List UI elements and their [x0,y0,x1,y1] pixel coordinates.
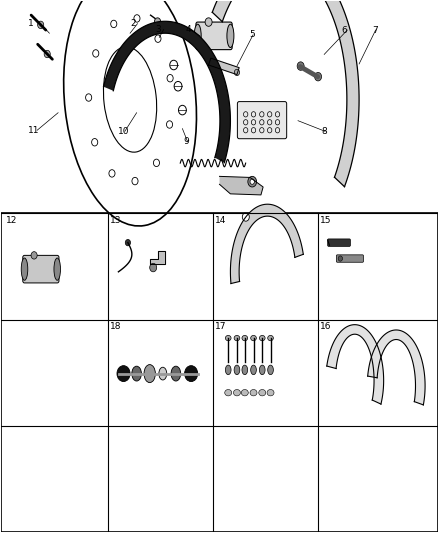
Circle shape [247,176,256,187]
Polygon shape [208,58,239,75]
Bar [1,214,437,531]
Circle shape [208,59,213,65]
Circle shape [314,72,321,81]
FancyBboxPatch shape [237,102,286,139]
Text: 4: 4 [185,25,191,34]
Ellipse shape [184,366,197,382]
Text: 15: 15 [319,216,331,225]
Text: 9: 9 [184,138,189,147]
Polygon shape [219,176,262,195]
Text: 10: 10 [118,127,130,136]
Ellipse shape [241,335,247,341]
Text: 18: 18 [110,322,122,331]
Polygon shape [326,325,383,404]
Circle shape [234,69,239,76]
Text: 6: 6 [341,26,346,35]
Ellipse shape [117,366,130,382]
Ellipse shape [54,258,60,280]
Circle shape [44,50,50,58]
Polygon shape [367,330,424,405]
Text: 3: 3 [155,25,161,34]
FancyBboxPatch shape [195,22,232,50]
Ellipse shape [159,367,166,380]
Text: 16: 16 [319,322,331,331]
Circle shape [242,213,249,221]
Ellipse shape [259,335,265,341]
Polygon shape [149,251,165,264]
Ellipse shape [266,390,273,396]
Text: 14: 14 [215,216,226,225]
Circle shape [149,263,156,272]
Ellipse shape [171,366,180,381]
Text: 8: 8 [321,127,326,136]
Ellipse shape [267,365,273,375]
Ellipse shape [225,365,230,375]
FancyBboxPatch shape [23,255,59,283]
Ellipse shape [250,365,256,375]
Text: 5: 5 [249,30,254,39]
Ellipse shape [144,365,155,383]
Text: 1: 1 [28,19,33,28]
Text: 7: 7 [372,26,378,35]
Ellipse shape [250,335,256,341]
Polygon shape [230,204,303,284]
Ellipse shape [226,24,233,47]
Ellipse shape [241,390,248,396]
Ellipse shape [233,390,240,396]
Ellipse shape [224,390,231,396]
Ellipse shape [21,258,28,280]
Circle shape [297,62,304,70]
FancyBboxPatch shape [336,255,363,262]
Ellipse shape [225,335,230,341]
Text: 12: 12 [6,216,17,225]
Circle shape [38,21,44,29]
Circle shape [125,239,130,246]
Circle shape [154,18,160,25]
Text: 2: 2 [130,19,136,28]
Circle shape [250,179,254,184]
Ellipse shape [194,24,201,47]
Ellipse shape [267,335,273,341]
FancyBboxPatch shape [327,239,350,246]
Ellipse shape [250,390,256,396]
Ellipse shape [258,390,265,396]
Polygon shape [212,0,358,187]
Ellipse shape [241,365,247,375]
Ellipse shape [233,365,239,375]
Circle shape [31,252,37,259]
Text: 17: 17 [215,322,226,331]
Ellipse shape [131,366,141,381]
Text: 13: 13 [110,216,122,225]
Ellipse shape [259,365,265,375]
Ellipse shape [233,335,239,341]
Polygon shape [103,21,230,163]
Circle shape [337,256,342,261]
Circle shape [205,18,212,26]
Text: 11: 11 [28,126,39,135]
